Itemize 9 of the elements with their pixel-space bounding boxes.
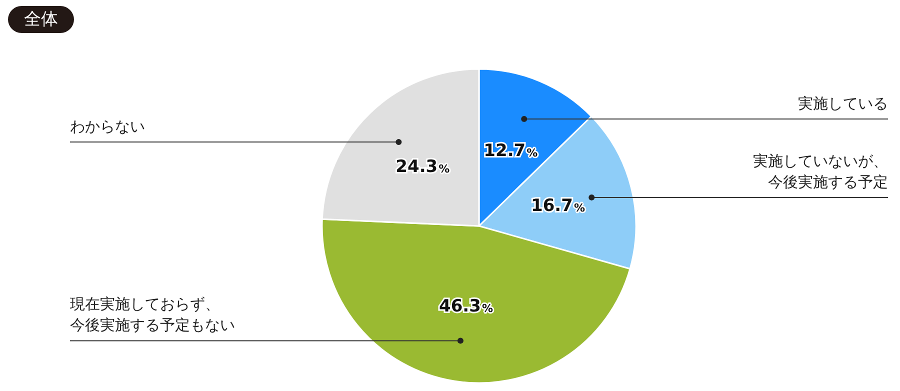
slice-label: 現在実施しておらず、今後実施する予定もない xyxy=(70,295,235,334)
data-label: 12.7% xyxy=(484,140,538,161)
data-label: 46.3% xyxy=(439,296,493,316)
chart-title: 全体 xyxy=(24,10,58,30)
slice-label: 実施していないが、今後実施する予定 xyxy=(753,152,888,191)
slice-label: わからない xyxy=(70,118,145,136)
slice-label: 実施している xyxy=(798,94,888,112)
data-label: 16.7% xyxy=(531,196,585,216)
data-label: 24.3% xyxy=(396,157,450,178)
